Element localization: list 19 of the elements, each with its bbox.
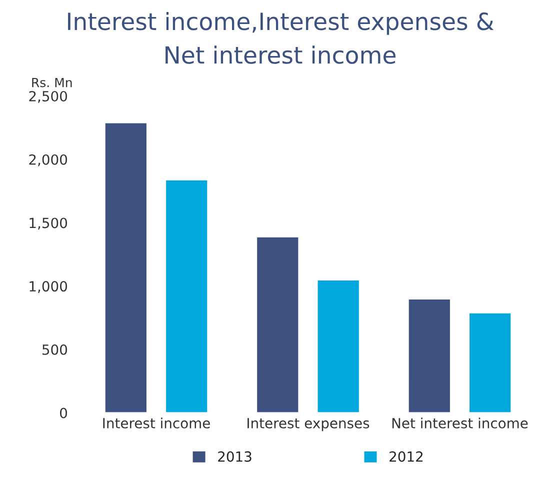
bar	[468, 312, 512, 413]
bar	[256, 236, 300, 413]
legend-label: 2013	[218, 451, 252, 462]
y-tick-label: 0	[60, 408, 68, 418]
y-tick-label: 1,500	[30, 218, 68, 230]
bar	[316, 279, 360, 413]
x-tick-label: Interest expenses	[248, 418, 370, 432]
y-tick-label: 2,000	[29, 154, 68, 166]
chart-title: Interest income,Interest expenses & Net interest income	[68, 12, 494, 64]
bar	[104, 122, 148, 413]
x-tick-label: Interest income	[103, 418, 210, 428]
bar	[164, 178, 209, 413]
y-axis-title: Rs. Mn	[32, 78, 72, 88]
y-tick-label: 500	[42, 344, 68, 355]
legend-label: 2012	[390, 451, 423, 462]
y-tick-label: 1,000	[30, 281, 68, 293]
y-tick-label: 2,500	[29, 90, 68, 103]
bar	[407, 298, 452, 413]
x-tick-label: Net interest income	[392, 418, 528, 428]
